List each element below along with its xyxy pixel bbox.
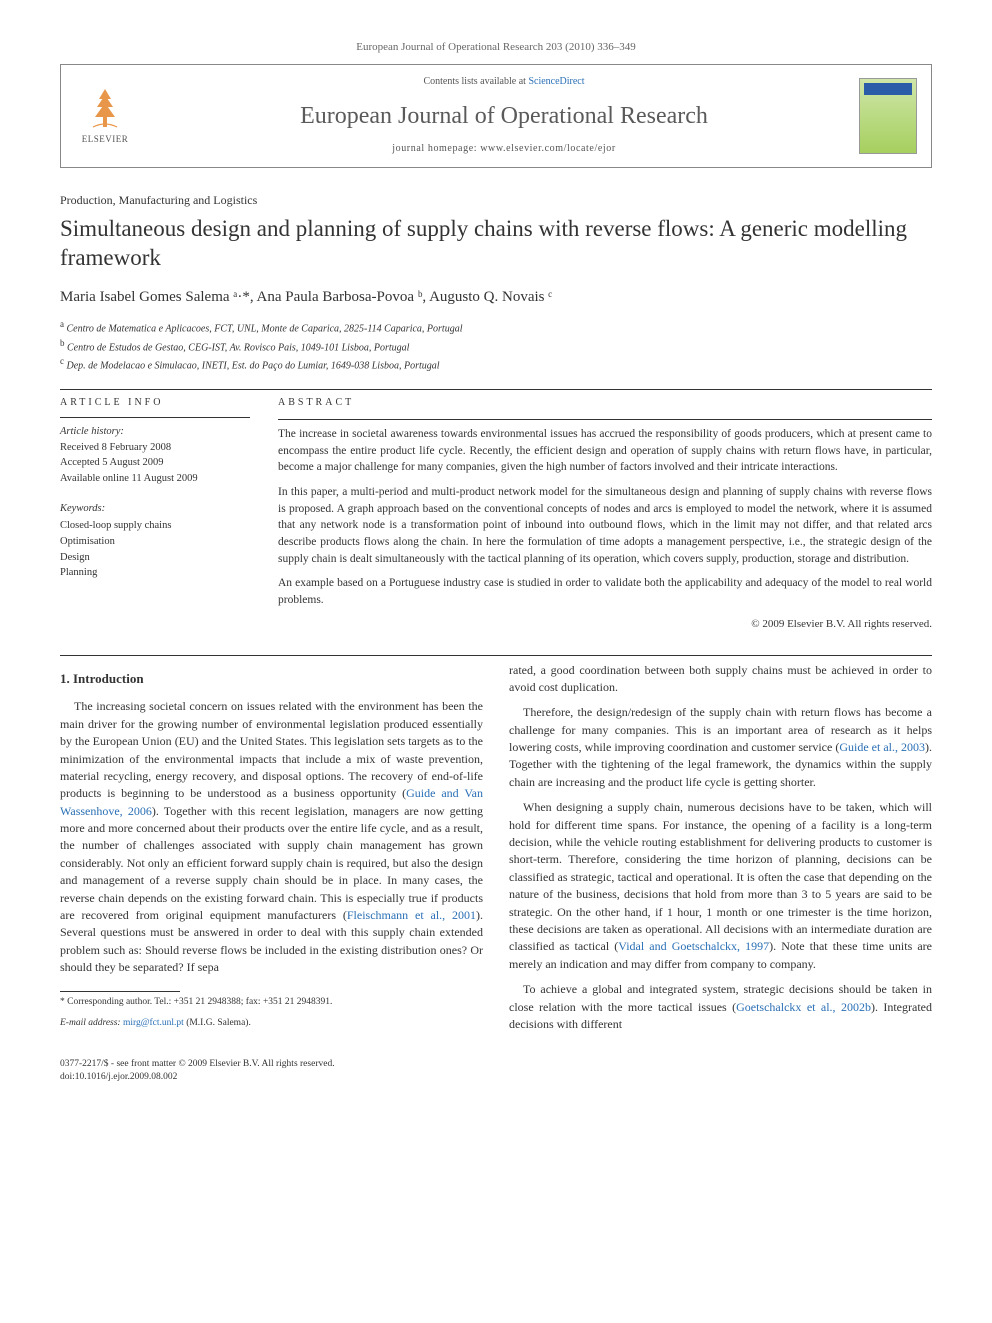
homepage-prefix: journal homepage: [392, 143, 480, 154]
keyword: Optimisation [60, 536, 115, 547]
email-link[interactable]: mirg@fct.unl.pt [123, 1018, 184, 1028]
journal-homepage-line: journal homepage: www.elsevier.com/locat… [149, 142, 859, 157]
abstract-text: The increase in societal awareness towar… [278, 426, 932, 609]
citation[interactable]: Guide et al., 2003 [839, 740, 925, 754]
body-para: To achieve a global and integrated syste… [509, 981, 932, 1033]
citation[interactable]: Fleischmann et al., 2001 [347, 908, 476, 922]
keyword: Design [60, 552, 90, 563]
history-accepted: Accepted 5 August 2009 [60, 457, 164, 468]
citation[interactable]: Goetschalckx et al., 2002b [736, 1000, 871, 1014]
affiliation-a: a Centro de Matematica e Aplicacoes, FCT… [60, 318, 932, 336]
section-intro-heading: 1. Introduction [60, 670, 483, 689]
contents-prefix: Contents lists available at [423, 76, 528, 87]
history-online: Available online 11 August 2009 [60, 473, 198, 484]
abstract-block: ABSTRACT The increase in societal awaren… [278, 396, 932, 632]
keyword: Planning [60, 567, 97, 578]
journal-cover-thumbnail [859, 78, 917, 154]
history-label: Article history: [60, 426, 124, 437]
article-history: Article history: Received 8 February 200… [60, 424, 250, 487]
affiliation-c: c Dep. de Modelacao e Simulacao, INETI, … [60, 355, 932, 373]
keywords-list: Closed-loop supply chains Optimisation D… [60, 518, 250, 581]
body-columns: 1. Introduction The increasing societal … [60, 662, 932, 1040]
journal-name: European Journal of Operational Research [149, 99, 859, 134]
sciencedirect-link[interactable]: ScienceDirect [528, 76, 584, 87]
article-info-block: ARTICLE INFO Article history: Received 8… [60, 396, 250, 632]
affiliations: a Centro de Matematica e Aplicacoes, FCT… [60, 318, 932, 373]
article-meta-row: ARTICLE INFO Article history: Received 8… [60, 396, 932, 632]
publisher-logo: ELSEVIER [75, 85, 135, 146]
info-rule [60, 417, 250, 418]
abstract-p3: An example based on a Portuguese industr… [278, 575, 932, 608]
history-received: Received 8 February 2008 [60, 442, 171, 453]
front-matter-line: 0377-2217/$ - see front matter © 2009 El… [60, 1058, 932, 1085]
rule-bottom [60, 655, 932, 656]
running-header: European Journal of Operational Research… [60, 40, 932, 56]
body-para: Therefore, the design/redesign of the su… [509, 704, 932, 791]
front-matter: 0377-2217/$ - see front matter © 2009 El… [60, 1059, 335, 1069]
email-label: E-mail address: [60, 1018, 121, 1028]
body-para: When designing a supply chain, numerous … [509, 799, 932, 973]
elsevier-tree-icon [85, 85, 125, 131]
email-footnote: E-mail address: mirg@fct.unl.pt (M.I.G. … [60, 1017, 483, 1030]
publisher-name: ELSEVIER [82, 133, 129, 146]
keywords-label: Keywords: [60, 501, 250, 516]
footnote-rule [60, 991, 180, 992]
citation[interactable]: Vidal and Goetschalckx, 1997 [618, 939, 769, 953]
authors-line: Maria Isabel Gomes Salema ᵃ·*, Ana Paula… [60, 287, 932, 309]
contents-available-line: Contents lists available at ScienceDirec… [149, 75, 859, 90]
section-label: Production, Manufacturing and Logistics [60, 192, 932, 209]
rule-top [60, 389, 932, 390]
abstract-copyright: © 2009 Elsevier B.V. All rights reserved… [278, 617, 932, 633]
banner-center: Contents lists available at ScienceDirec… [149, 75, 859, 157]
journal-banner: ELSEVIER Contents lists available at Sci… [60, 64, 932, 168]
article-info-heading: ARTICLE INFO [60, 396, 250, 411]
abstract-p2: In this paper, a multi-period and multi-… [278, 484, 932, 567]
affiliation-b: b Centro de Estudos de Gestao, CEG-IST, … [60, 337, 932, 355]
abstract-heading: ABSTRACT [278, 396, 932, 411]
doi: doi:10.1016/j.ejor.2009.08.002 [60, 1072, 177, 1082]
keyword: Closed-loop supply chains [60, 520, 171, 531]
article-title: Simultaneous design and planning of supp… [60, 215, 932, 273]
abstract-rule [278, 419, 932, 420]
body-para: rated, a good coordination between both … [509, 662, 932, 697]
homepage-url[interactable]: www.elsevier.com/locate/ejor [480, 143, 616, 154]
body-para: The increasing societal concern on issue… [60, 698, 483, 976]
abstract-p1: The increase in societal awareness towar… [278, 426, 932, 476]
email-name: (M.I.G. Salema). [186, 1018, 251, 1028]
corresponding-author-footnote: * Corresponding author. Tel.: +351 21 29… [60, 996, 483, 1009]
